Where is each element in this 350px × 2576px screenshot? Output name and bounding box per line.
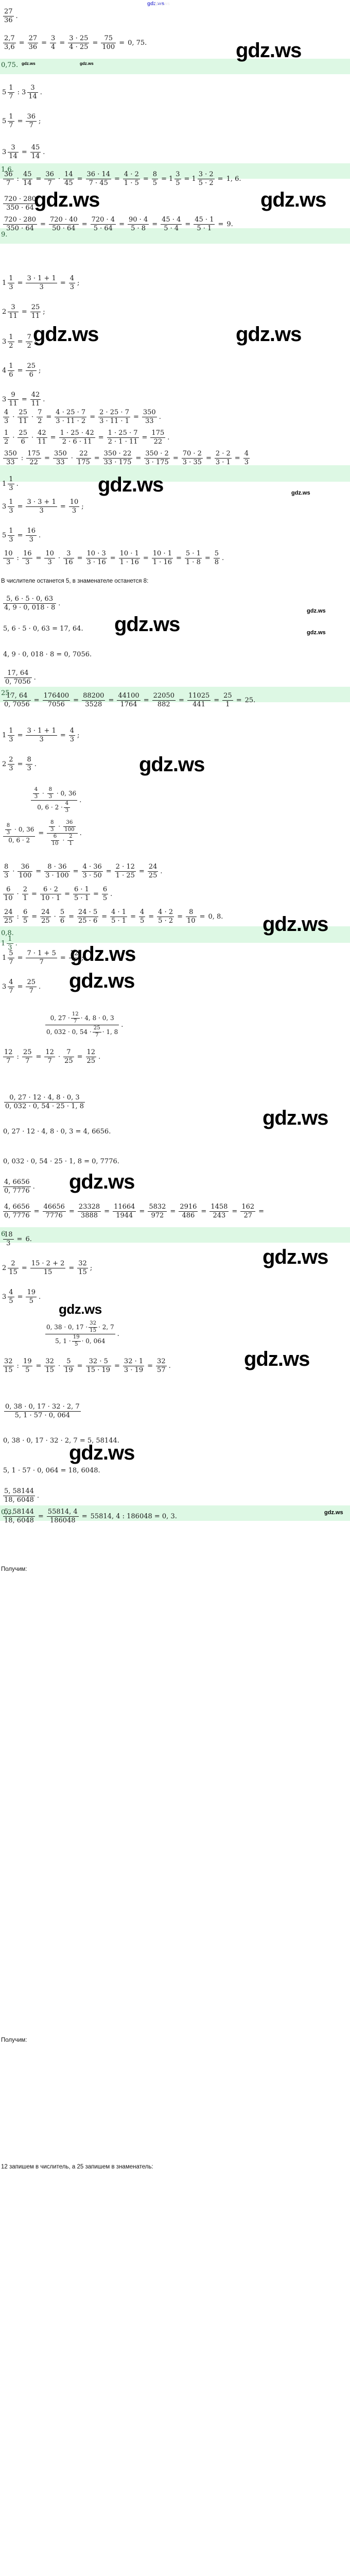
site-watermark: gdz.ws — [59, 1301, 102, 1317]
math-line: 12 7 : 25 7 = 12 7 · 7 25 = 12 25 . — [3, 1048, 101, 1065]
math-line: 0, 38 · 0, 17 · 32 15 · 2, 7 5, 1 · 19 5 ·… — [45, 1320, 119, 1348]
answer-value: 0,3. — [1, 1509, 14, 1516]
note-write-numerator: 12 запишем в числитель, а 25 запишем в з… — [1, 2164, 153, 2170]
answer-band — [0, 228, 350, 244]
math-line: 5, 58144 18, 6048 = 55814, 4 186048 = 5581… — [3, 1508, 177, 1524]
math-line: 36 7 : 45 14 = 36 7 · 14 45 = 36 · 14 7 · 45 … — [3, 171, 241, 187]
site-watermark: gdz.ws — [69, 1442, 135, 1464]
site-watermark: gdz.ws — [307, 608, 326, 614]
site-watermark: gdz.ws — [34, 189, 100, 211]
math-line: 3 3 14 = 45 14 . — [2, 144, 45, 160]
site-watermark: gdz.ws — [114, 613, 180, 636]
site-watermark: gdz.ws — [147, 1, 165, 7]
math-line: 27 36 . — [2, 8, 19, 24]
period: . — [15, 12, 18, 20]
math-line: 4, 6656 0, 7776 = 46656 7776 = 23328 3888 =… — [3, 1203, 265, 1219]
math-line: 0, 27 · 12 · 4, 8 · 0, 3 = 4, 6656. — [3, 1128, 111, 1136]
math-line: 5, 6 · 5 · 0, 63 = 17, 64. — [3, 625, 83, 633]
math-line: 2 2 15 = 15 · 2 + 2 15 = 32 15 ; — [2, 1260, 93, 1276]
site-watermark: gdz.ws — [262, 1246, 328, 1268]
answer-band — [0, 926, 350, 943]
answer-band — [0, 465, 350, 482]
site-watermark: gdz.ws — [260, 189, 326, 211]
fraction: 27 36 — [3, 8, 14, 24]
answer-value: 0,75. — [1, 61, 19, 69]
math-line: 32 15 : 19 5 = 32 15 · 5 19 = 32 · 5 15 · 19 … — [3, 1358, 171, 1374]
math-line: 18 3 = 6. — [3, 1231, 32, 1247]
math-line: 2 3 11 = 25 11 ; — [2, 303, 45, 320]
site-watermark: gdz.ws — [69, 1171, 135, 1193]
math-line: 0, 27 · 12 7 · 4, 8 · 0, 3 0, 032 · 0, 54… — [45, 1011, 124, 1039]
site-watermark: gdz.ws — [139, 753, 205, 776]
site-watermark: gdz.ws — [33, 323, 99, 346]
site-watermark: gdz.ws — [291, 490, 310, 496]
site-watermark: gdz.ws — [262, 1107, 328, 1129]
math-line: 0, 38 · 0, 17 · 32 · 2, 7 5, 1 · 57 · 0, … — [4, 1403, 81, 1419]
label-poluchim: Получим: — [1, 1566, 27, 1572]
math-line: 350 33 : 175 22 = 350 33 · 22 175 = 350 · 22… — [3, 450, 250, 466]
site-watermark: gdz.ws — [244, 1348, 310, 1370]
answer-value: 25. — [1, 689, 12, 697]
answer-band — [0, 163, 350, 179]
math-line: 0, 27 · 12 · 4, 8 · 0, 3 0, 032 · 0, 54 ·… — [4, 1094, 85, 1110]
answer-band — [0, 1505, 350, 1521]
answer-value: 9. — [1, 231, 8, 239]
math-line: 17, 64 0, 7056 . — [4, 669, 36, 686]
math-line: 5, 58144 18, 6048 . — [3, 1487, 40, 1504]
math-line: 3 9 11 = 42 11 . — [2, 391, 45, 408]
math-line: 720 · 280 350 · 64 . — [3, 195, 42, 212]
math-line: 5, 6 · 5 · 0, 63 4, 9 · 0, 018 · 8 . — [3, 595, 61, 612]
math-line: 4, 6656 0, 7776 . — [3, 1178, 35, 1195]
label-poluchim: Получим: — [1, 2037, 27, 2043]
answer-band — [0, 687, 350, 702]
answer-value: 0,8. — [1, 929, 14, 937]
solution-page: { "page": { "site_watermark": "gdz.ws", … — [0, 0, 350, 2170]
answer-value: 1,6. — [1, 166, 14, 174]
math-line: 4, 9 · 0, 018 · 8 = 0, 7056. — [3, 651, 92, 658]
answer-value: 6. — [1, 1230, 8, 1238]
site-watermark: gdz.ws — [307, 630, 326, 636]
answer-band — [0, 1227, 350, 1243]
site-watermark: gdz.ws — [154, 1, 170, 6]
math-line: 0, 38 · 0, 17 · 32 · 2, 7 = 5, 58144. — [3, 1437, 119, 1445]
math-line: 5, 1 · 57 · 0, 064 = 18, 6048. — [3, 1467, 100, 1475]
site-watermark: gdz.ws — [69, 970, 135, 992]
answer-band — [0, 59, 350, 74]
site-watermark: gdz.ws — [236, 323, 302, 346]
math-line: 0, 032 · 0, 54 · 25 · 1, 8 = 0, 7776. — [3, 1158, 119, 1165]
note-numerator-denominator: В числителе останется 5, в знаменателе о… — [1, 578, 149, 584]
math-line: 720 · 280 350 · 64 = 720 · 40 50 · 64 = 72… — [3, 216, 233, 232]
math-line: 17, 64 0, 7056 = 176400 7056 = 88200 3528 =… — [3, 692, 256, 708]
